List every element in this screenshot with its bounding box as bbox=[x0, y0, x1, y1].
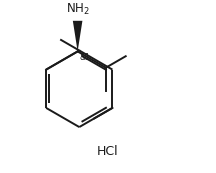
Polygon shape bbox=[73, 21, 83, 51]
Text: NH$_2$: NH$_2$ bbox=[66, 2, 89, 17]
Text: HCl: HCl bbox=[97, 145, 119, 158]
Text: &1: &1 bbox=[79, 53, 90, 62]
